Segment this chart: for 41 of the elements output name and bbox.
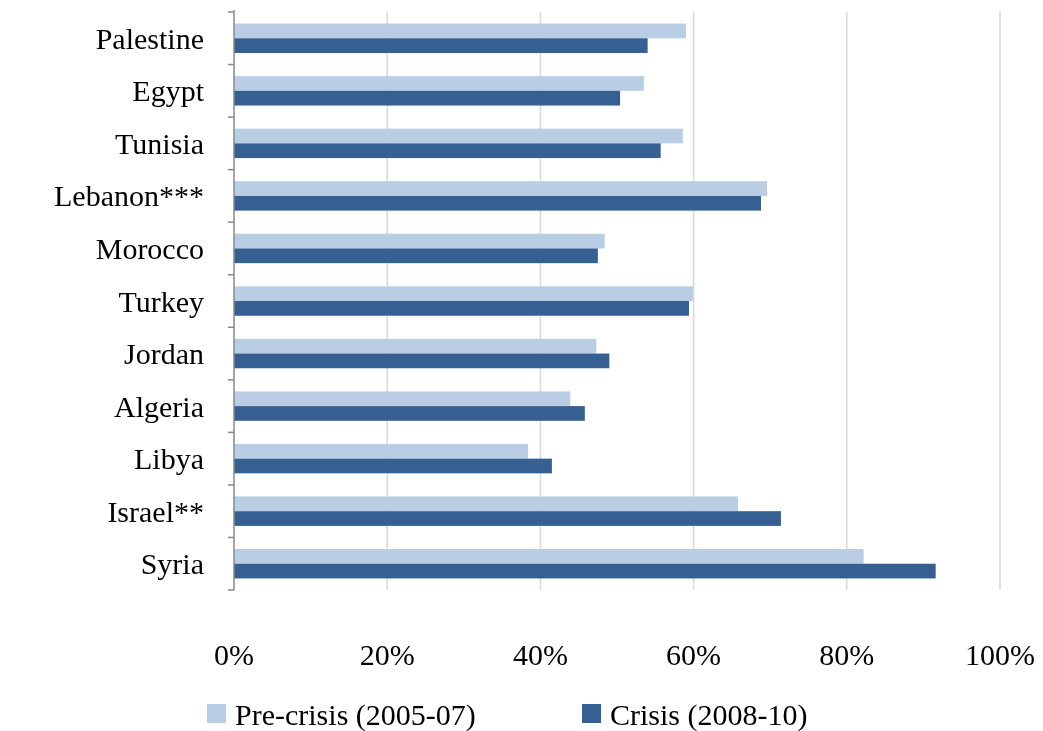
x-tick-label: 80% (819, 638, 875, 671)
x-tick-label: 60% (666, 638, 722, 671)
x-tick-label: 100% (965, 638, 1035, 671)
bar (234, 248, 598, 264)
bar (234, 90, 621, 106)
bar (234, 549, 864, 564)
y-tick-label: Libya (134, 442, 204, 476)
y-tick-label: Palestine (95, 21, 204, 55)
y-tick-label: Jordan (124, 337, 204, 371)
bar (234, 23, 686, 39)
x-tick-label: 40% (512, 638, 568, 671)
y-tick-label: Israel** (107, 494, 204, 528)
y-tick-label: Tunisia (115, 126, 204, 160)
legend-label: Crisis (2008-10) (610, 697, 808, 731)
bar (234, 338, 597, 354)
y-tick-label: Algeria (114, 389, 204, 423)
bar (234, 301, 689, 316)
bar (234, 76, 644, 91)
y-tick-label: Morocco (95, 231, 204, 265)
y-tick-label: Lebanon*** (54, 179, 204, 213)
bar (234, 391, 571, 407)
bar (234, 181, 768, 196)
bar (234, 143, 661, 159)
bar (234, 443, 529, 459)
bar (234, 353, 610, 369)
bar (234, 128, 683, 144)
legend-label: Pre-crisis (2005-07) (235, 697, 476, 731)
bar (234, 458, 552, 474)
bar (234, 496, 739, 512)
bar (234, 38, 648, 53)
bar (234, 511, 781, 526)
bar (234, 233, 605, 249)
bar (234, 406, 585, 421)
y-tick-label: Egypt (132, 74, 205, 108)
y-tick-label: Turkey (118, 284, 204, 318)
bar (234, 563, 936, 579)
bar (234, 286, 693, 301)
x-tick-label: 20% (359, 638, 415, 671)
x-tick-label: 0% (214, 638, 254, 671)
bar (234, 195, 762, 211)
y-tick-label: Syria (140, 547, 204, 581)
